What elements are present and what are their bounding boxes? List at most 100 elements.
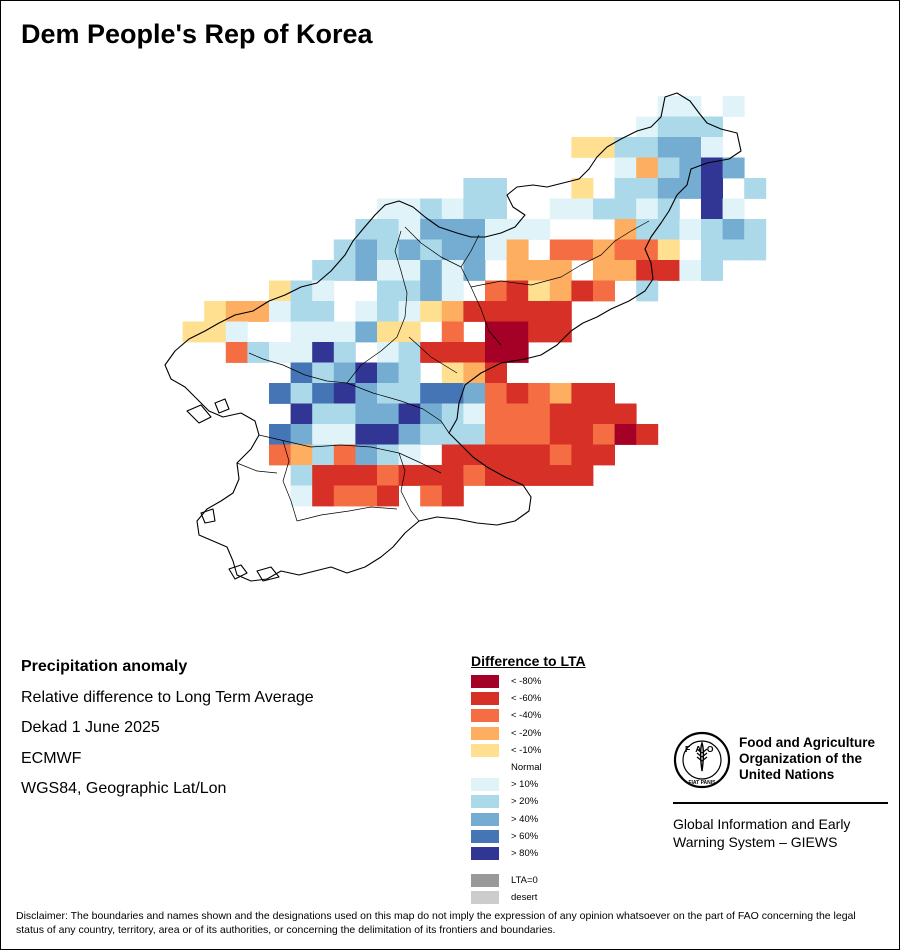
anomaly-cell [528, 444, 551, 466]
anomaly-cell [398, 362, 421, 384]
anomaly-cell [549, 280, 572, 302]
anomaly-cell [571, 137, 594, 158]
legend-row: > 10% [471, 776, 651, 793]
info-projection: WGS84, Geographic Lat/Lon [21, 780, 227, 797]
anomaly-cell [355, 424, 378, 445]
anomaly-cell [312, 280, 335, 302]
precipitation-anomaly-map [164, 92, 767, 582]
country-boundaries [164, 92, 742, 582]
anomaly-cell [679, 137, 702, 158]
anomaly-cell [614, 157, 637, 179]
anomaly-cell [614, 137, 637, 158]
anomaly-cell [679, 260, 702, 281]
anomaly-cell [657, 219, 680, 240]
legend-label: desert [511, 892, 538, 904]
fao-organization-name: Food and Agriculture Organization of the… [739, 735, 891, 783]
legend-row: < -20% [471, 725, 651, 742]
anomaly-cell [549, 301, 572, 322]
info-source: ECMWF [21, 749, 82, 767]
anomaly-cell [377, 403, 399, 425]
anomaly-cell [398, 403, 421, 425]
anomaly-cell [441, 219, 464, 240]
anomaly-cell [485, 383, 507, 404]
anomaly-cell [485, 403, 507, 425]
anomaly-cell [506, 280, 529, 302]
anomaly-cell [636, 137, 659, 158]
legend-label: LTA=0 [511, 875, 538, 887]
anomaly-cell [355, 444, 378, 466]
anomaly-cell [571, 280, 594, 302]
legend-swatch [471, 675, 499, 689]
anomaly-cell [636, 260, 659, 281]
anomaly-cell [571, 465, 594, 486]
giews-line: Warning System – GIEWS [673, 834, 838, 850]
legend-row: > 40% [471, 811, 651, 828]
anomaly-cell [441, 260, 464, 281]
anomaly-cell [377, 383, 399, 404]
legend-swatch [471, 891, 499, 905]
anomaly-cell [312, 260, 335, 281]
legend-row: < -10% [471, 742, 651, 759]
anomaly-cell [441, 362, 464, 384]
anomaly-cell [593, 280, 615, 302]
anomaly-cell [398, 342, 421, 363]
anomaly-cell [701, 260, 723, 281]
anomaly-cell [506, 239, 529, 261]
anomaly-cell [463, 362, 486, 384]
anomaly-cell [441, 301, 464, 322]
anomaly-cell [463, 239, 486, 261]
legend-row: > 80% [471, 845, 651, 862]
anomaly-cell [312, 342, 335, 363]
anomaly-cell [463, 342, 486, 363]
anomaly-cell [463, 444, 486, 466]
anomaly-cell [355, 321, 378, 343]
anomaly-cell [571, 239, 594, 261]
anomaly-cell [722, 157, 745, 179]
anomaly-cell [485, 321, 507, 343]
anomaly-cell [528, 301, 551, 322]
fao-logo-motto: FIAT PANIS [688, 780, 716, 786]
anomaly-cell [441, 280, 464, 302]
anomaly-cell [571, 383, 594, 404]
anomaly-cell [441, 444, 464, 466]
anomaly-cell [679, 157, 702, 179]
anomaly-cell [355, 301, 378, 322]
anomaly-cell [506, 403, 529, 425]
anomaly-cell [312, 424, 335, 445]
anomaly-cell [377, 321, 399, 343]
anomaly-cell [506, 342, 529, 363]
anomaly-cell [506, 444, 529, 466]
anomaly-cell [377, 342, 399, 363]
fao-logo-letters: FAO [685, 744, 719, 754]
anomaly-cell [355, 219, 378, 240]
anomaly-cell [398, 424, 421, 445]
anomaly-cell [528, 403, 551, 425]
anomaly-cell [441, 342, 464, 363]
anomaly-cell [312, 465, 335, 486]
anomaly-cell [485, 465, 507, 486]
anomaly-cell [657, 178, 680, 199]
anomaly-cell [549, 383, 572, 404]
anomaly-cell [657, 260, 680, 281]
anomaly-cell [290, 362, 313, 384]
anomaly-cell [657, 116, 680, 138]
anomaly-cell [485, 198, 507, 220]
anomaly-cell [204, 321, 227, 343]
anomaly-cell [528, 219, 551, 240]
anomaly-cell [528, 280, 551, 302]
anomaly-cell [722, 239, 745, 261]
anomaly-cell [377, 465, 399, 486]
anomaly-cell [290, 465, 313, 486]
anomaly-cell [593, 137, 615, 158]
anomaly-cell [290, 424, 313, 445]
anomaly-cell [333, 321, 356, 343]
anomaly-cell [398, 219, 421, 240]
anomaly-cell [614, 178, 637, 199]
anomaly-cell [485, 178, 507, 199]
anomaly-cell [636, 116, 659, 138]
anomaly-cell [593, 198, 615, 220]
anomaly-cell [441, 485, 464, 507]
anomaly-cell [420, 260, 443, 281]
anomaly-cell [528, 465, 551, 486]
fao-org-line: Organization of the [739, 751, 862, 766]
